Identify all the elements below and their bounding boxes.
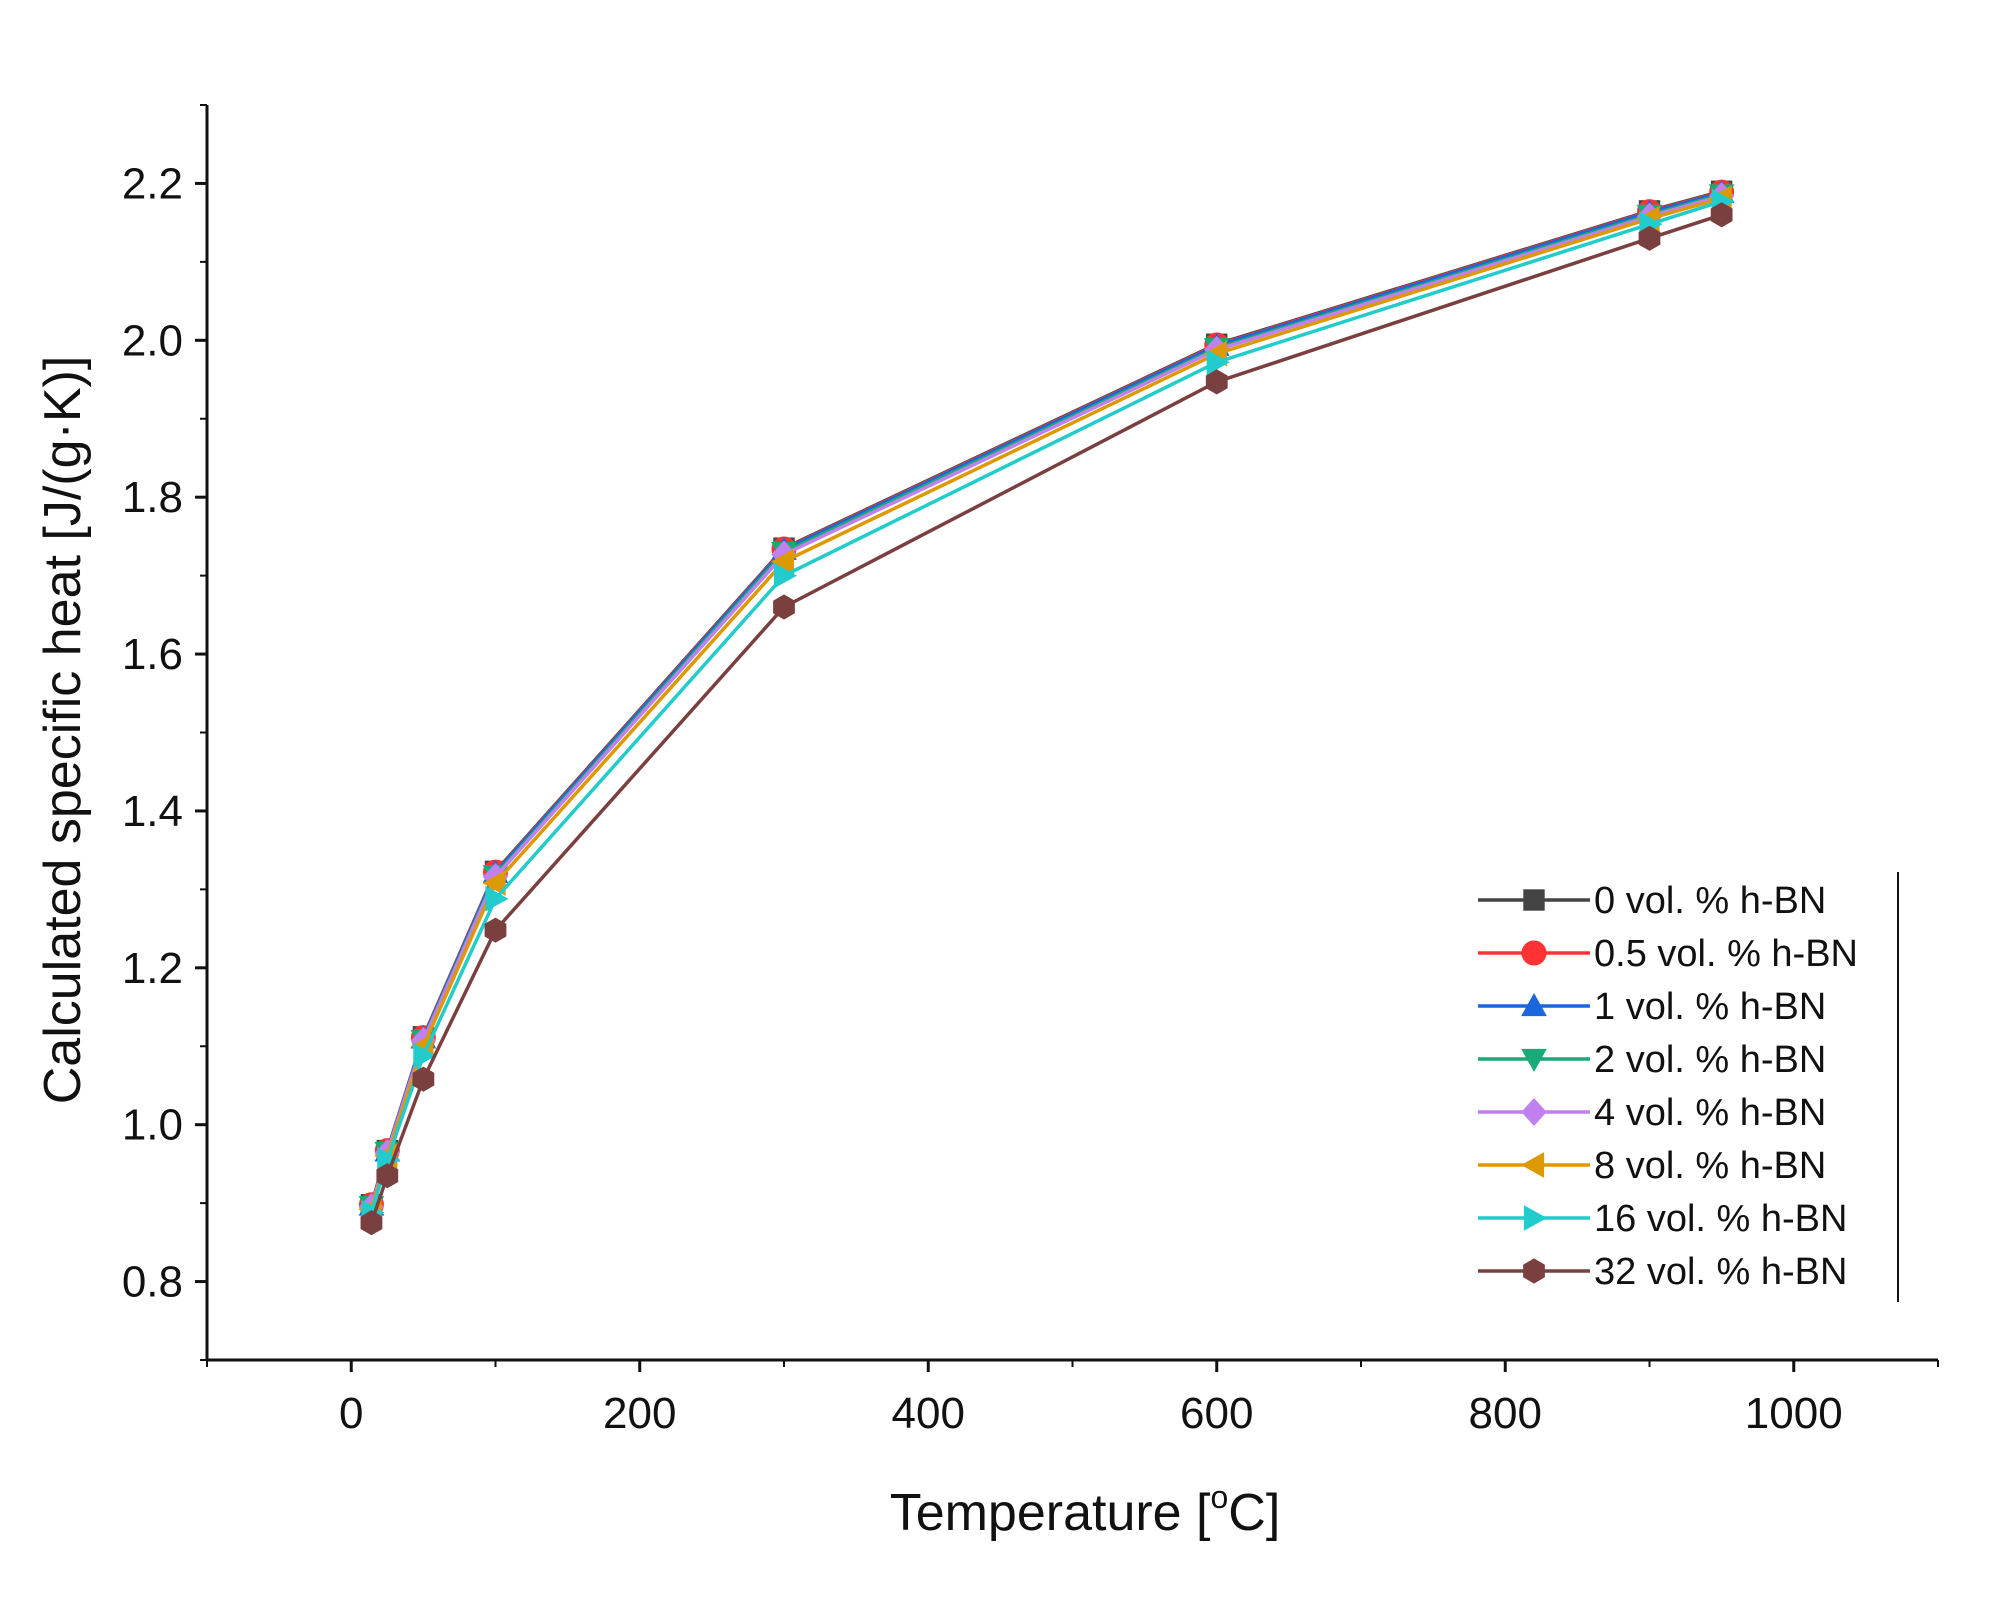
legend-label: 2 vol. % h-BN xyxy=(1594,1039,1826,1081)
legend-item: 16 vol. % h-BN xyxy=(1478,1198,1847,1240)
y-tick-label: 2.0 xyxy=(122,316,183,365)
data-point xyxy=(482,870,506,896)
data-point xyxy=(412,1066,435,1092)
legend-item: 32 vol. % h-BN xyxy=(1478,1251,1847,1293)
legend-label: 1 vol. % h-BN xyxy=(1594,986,1826,1028)
legend-marker xyxy=(1523,1205,1548,1231)
series-line xyxy=(369,199,1723,1214)
x-tick-label: 1000 xyxy=(1745,1389,1843,1438)
legend-marker xyxy=(1523,889,1545,911)
x-tick-label: 600 xyxy=(1180,1389,1253,1438)
legend-label: 4 vol. % h-BN xyxy=(1594,1092,1826,1134)
data-point xyxy=(773,562,798,589)
data-point xyxy=(773,594,795,620)
legend-marker xyxy=(1521,992,1547,1017)
series-line xyxy=(369,191,1723,1206)
x-axis-title-main: Temperature [ xyxy=(890,1484,1211,1542)
series-3 xyxy=(358,184,1735,1220)
x-tick-label: 400 xyxy=(892,1389,965,1438)
series-5 xyxy=(358,185,1732,1223)
x-tick-label: 200 xyxy=(603,1389,676,1438)
legend-item: 4 vol. % h-BN xyxy=(1478,1092,1826,1134)
data-point xyxy=(1638,225,1661,251)
y-tick-label: 1.6 xyxy=(122,630,183,679)
data-point xyxy=(360,1210,383,1236)
legend-marker xyxy=(1521,1048,1547,1073)
legend-label: 32 vol. % h-BN xyxy=(1594,1251,1847,1293)
data-point xyxy=(770,548,795,575)
y-axis-title: Calculated specific heat [J/(g·K)] xyxy=(34,356,92,1105)
series-layer xyxy=(358,179,1735,1236)
legend-marker xyxy=(1520,1152,1545,1178)
series-line xyxy=(369,194,1723,1208)
y-tick-label: 1.4 xyxy=(122,787,183,836)
x-axis-title: Temperature [oC] xyxy=(890,1479,1281,1542)
x-axis-title-sup: o xyxy=(1211,1479,1229,1515)
y-tick-label: 1.0 xyxy=(122,1101,183,1150)
series-4 xyxy=(358,182,1735,1221)
series-line xyxy=(369,192,1723,1207)
legend-item: 0 vol. % h-BN xyxy=(1478,880,1826,922)
series-line xyxy=(369,189,1723,1206)
x-tick-label: 0 xyxy=(339,1389,363,1438)
legend-marker xyxy=(1521,940,1547,966)
legend-label: 8 vol. % h-BN xyxy=(1594,1145,1826,1187)
x-tick-label: 800 xyxy=(1469,1389,1542,1438)
data-point xyxy=(1206,349,1230,376)
series-6 xyxy=(361,188,1735,1226)
y-tick-label: 1.2 xyxy=(122,944,183,993)
axes: 0.8 1.0 1.2 1.4 1.6 1.8 2.0 2.2 0 200 400 600 800 100… xyxy=(122,104,1939,1438)
legend-item: 2 vol. % h-BN xyxy=(1478,1039,1826,1081)
legend-item: 0.5 vol. % h-BN xyxy=(1478,933,1858,975)
data-point xyxy=(1205,369,1228,395)
legend-label: 16 vol. % h-BN xyxy=(1594,1198,1847,1240)
data-point xyxy=(376,1163,399,1189)
series-line xyxy=(369,190,1723,1206)
legend-marker xyxy=(1523,1258,1545,1284)
series-7 xyxy=(360,202,1733,1236)
legend-label: 0.5 vol. % h-BN xyxy=(1594,933,1858,975)
y-tick-label: 1.8 xyxy=(122,473,183,522)
legend: 0 vol. % h-BN 0.5 vol. % h-BN 1 vol. % h-B… xyxy=(1478,872,1899,1302)
series-line xyxy=(369,213,1723,1224)
data-point xyxy=(1710,202,1733,228)
data-point xyxy=(413,1042,437,1069)
x-axis-title-end: C] xyxy=(1228,1484,1280,1542)
legend-item: 1 vol. % h-BN xyxy=(1478,986,1826,1028)
y-tick-label: 0.8 xyxy=(122,1258,183,1307)
legend-item: 8 vol. % h-BN xyxy=(1478,1145,1826,1187)
data-point xyxy=(485,885,509,912)
series-1 xyxy=(358,179,1735,1218)
y-tick-label: 2.2 xyxy=(122,159,183,208)
legend-marker xyxy=(1521,1098,1547,1126)
data-point xyxy=(484,917,507,943)
legend-label: 0 vol. % h-BN xyxy=(1594,880,1826,922)
